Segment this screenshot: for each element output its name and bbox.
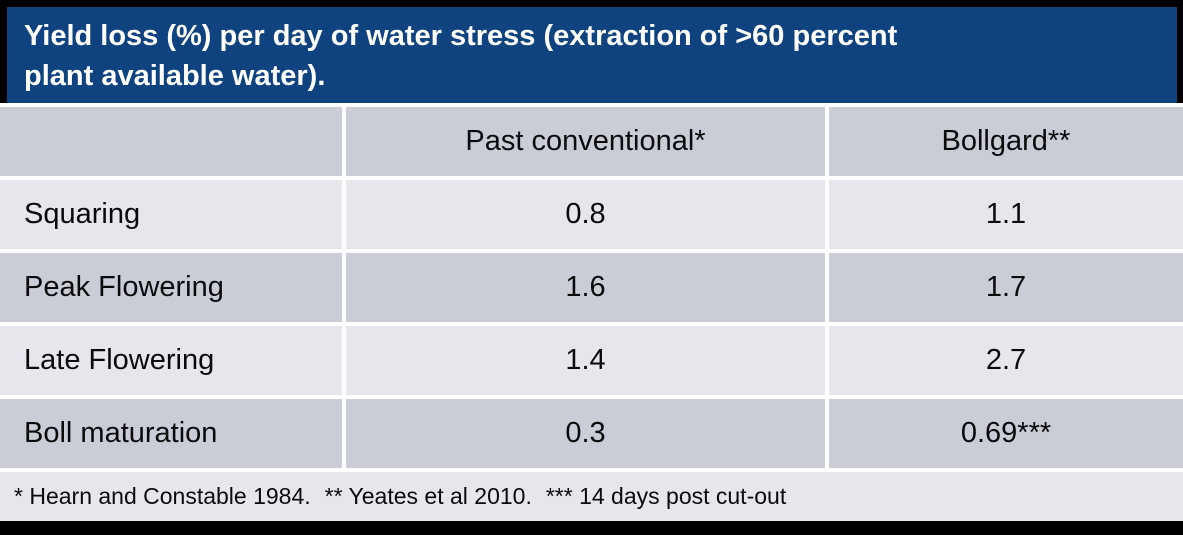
row-label-peak-flowering: Peak Flowering xyxy=(0,253,342,322)
footnote-hearn-constable: * Hearn and Constable 1984. xyxy=(14,483,311,509)
yield-loss-table: Past conventional* Bollgard** Squaring 0… xyxy=(0,103,1183,521)
column-header-bollgard: Bollgard** xyxy=(829,107,1183,176)
footnote-cutout: *** 14 days post cut-out xyxy=(545,483,787,509)
value-boll-maturation-bollgard: 0.69*** xyxy=(829,399,1183,468)
value-squaring-bollgard: 1.1 xyxy=(829,180,1183,249)
value-late-flowering-past-conventional: 1.4 xyxy=(346,326,825,395)
row-label-squaring: Squaring xyxy=(0,180,342,249)
value-late-flowering-bollgard: 2.7 xyxy=(829,326,1183,395)
table-title-line-1: Yield loss (%) per day of water stress (… xyxy=(24,20,898,52)
value-squaring-past-conventional: 0.8 xyxy=(346,180,825,249)
footnote-yeates: ** Yeates et al 2010. xyxy=(324,483,532,509)
value-peak-flowering-bollgard: 1.7 xyxy=(829,253,1183,322)
table-title-line-2: plant available water). xyxy=(24,60,326,92)
table-grid: Past conventional* Bollgard** Squaring 0… xyxy=(0,107,1183,521)
value-peak-flowering-past-conventional: 1.6 xyxy=(346,253,825,322)
table-title-bar: Yield loss (%) per day of water stress (… xyxy=(7,7,1177,103)
column-header-empty xyxy=(0,107,342,176)
row-label-late-flowering: Late Flowering xyxy=(0,326,342,395)
value-boll-maturation-past-conventional: 0.3 xyxy=(346,399,825,468)
row-label-boll-maturation: Boll maturation xyxy=(0,399,342,468)
column-header-past-conventional: Past conventional* xyxy=(346,107,825,176)
table-footnote: * Hearn and Constable 1984. ** Yeates et… xyxy=(0,472,1183,521)
